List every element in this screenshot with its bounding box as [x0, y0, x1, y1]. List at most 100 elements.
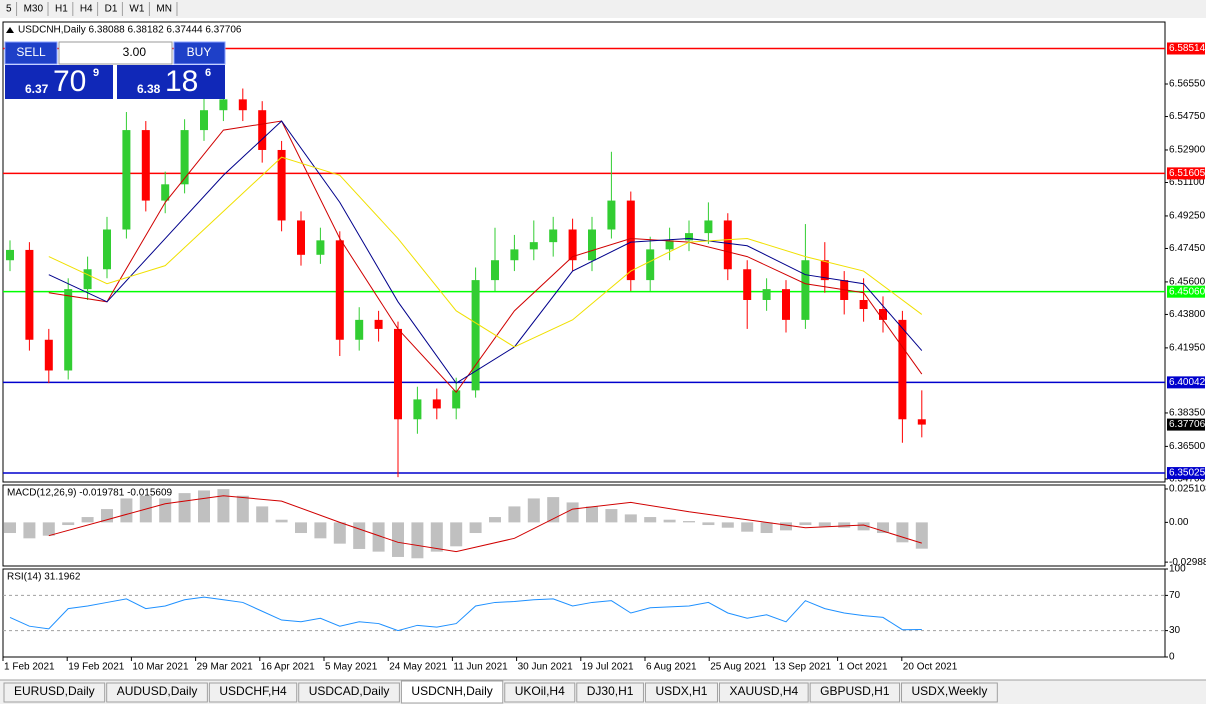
tab[interactable] [3, 682, 106, 703]
candle-body [64, 289, 73, 371]
level-label-box [1167, 42, 1205, 55]
level-label: 6.51605 [1169, 168, 1206, 179]
timeframe-button[interactable]: MN [156, 4, 172, 15]
macd-bar [683, 521, 695, 523]
tab-label[interactable]: EURUSD,Daily [14, 684, 95, 698]
x-tick-label: 19 Jul 2021 [582, 662, 634, 673]
y-tick-label: 6.52900 [1169, 145, 1206, 156]
timeframe-button[interactable]: 5 [6, 4, 12, 15]
tab-label[interactable]: USDX,H1 [655, 684, 707, 698]
candle-body [510, 249, 519, 261]
macd-bar [23, 522, 36, 539]
timeframe-button[interactable]: D1 [105, 4, 118, 15]
candle-body [452, 390, 461, 409]
candle-body [297, 220, 305, 255]
macd-bar [198, 490, 210, 523]
macd-bar [314, 522, 327, 539]
macd-bar [857, 522, 870, 531]
candle-body [626, 200, 635, 281]
y-tick-label: -0.02988 [1169, 557, 1206, 568]
candle-body [238, 99, 247, 111]
x-tick-label: 24 May 2021 [389, 662, 447, 673]
macd-bar [489, 517, 501, 523]
bid-box[interactable] [5, 65, 113, 99]
candle-body [413, 399, 422, 420]
tab[interactable] [644, 682, 718, 703]
timeframe-button[interactable]: W1 [129, 4, 144, 15]
y-tick-label: 6.38350 [1169, 408, 1206, 419]
y-tick-label: 6.34700 [1169, 474, 1206, 485]
tab-label[interactable]: UKOil,H4 [515, 684, 565, 698]
macd-signal [48, 495, 922, 553]
macd-bar [430, 522, 443, 552]
x-tick-label: 19 Feb 2021 [68, 662, 125, 673]
tab[interactable] [504, 682, 576, 703]
title-arrow [6, 27, 14, 33]
macd-bar [818, 522, 831, 527]
candle-body [374, 319, 383, 329]
sell-button[interactable] [4, 41, 58, 65]
tab[interactable] [718, 682, 809, 703]
tab[interactable] [106, 682, 208, 703]
macd-bar [411, 522, 424, 559]
macd-bar [508, 506, 521, 523]
x-tick-label: 29 Mar 2021 [197, 662, 254, 673]
y-tick-label: 0.025108 [1169, 484, 1206, 495]
level-label: 6.40042 [1169, 377, 1206, 388]
candle-body [355, 319, 364, 340]
candle-body [549, 229, 558, 243]
x-tick-label: 20 Oct 2021 [903, 662, 958, 673]
moving-average [48, 120, 923, 393]
ask-big: 6.38 [137, 82, 161, 96]
buy-button[interactable] [173, 41, 226, 65]
y-tick-label: 6.47450 [1169, 243, 1206, 254]
macd-bar [586, 506, 598, 523]
candle-body [219, 99, 228, 111]
tab-label[interactable]: USDCHF,H4 [219, 684, 287, 698]
tab[interactable] [208, 682, 298, 703]
macd-bar [353, 522, 366, 549]
macd-bar [81, 517, 94, 523]
sell-label[interactable]: SELL [16, 45, 46, 59]
tab-label[interactable]: DJ30,H1 [587, 684, 634, 698]
ask-box[interactable] [117, 65, 225, 99]
candle-body [277, 149, 286, 221]
tab-label[interactable]: USDX,Weekly [912, 684, 988, 698]
y-tick-label: 6.54750 [1169, 111, 1206, 122]
x-tick-label: 1 Feb 2021 [4, 662, 55, 673]
tab-label[interactable]: AUDUSD,Daily [117, 684, 198, 698]
tab-label[interactable]: USDCAD,Daily [309, 684, 390, 698]
macd-bar [721, 522, 734, 528]
volume-field[interactable] [58, 41, 173, 65]
candle-body [335, 240, 344, 340]
macd-bar [896, 522, 909, 543]
timeframe-button[interactable]: M30 [24, 4, 44, 15]
candle-body [103, 229, 111, 270]
tab[interactable] [576, 682, 644, 703]
x-tick-label: 13 Sep 2021 [774, 662, 831, 673]
tab-label[interactable]: GBPUSD,H1 [820, 684, 890, 698]
macd-bar [663, 519, 676, 523]
volume-value[interactable]: 3.00 [123, 45, 147, 59]
candle-body [200, 110, 208, 131]
candle-body [141, 130, 150, 201]
macd-bar [120, 498, 133, 523]
y-tick-label: 30 [1169, 625, 1181, 636]
candle-body [859, 299, 868, 310]
timeframe-button[interactable]: H4 [80, 4, 93, 15]
candle-body [743, 269, 752, 300]
candle-body [588, 229, 596, 261]
tab[interactable] [901, 682, 998, 703]
timeframe-button[interactable]: H1 [55, 4, 68, 15]
macd-bar [295, 522, 307, 534]
tab[interactable] [298, 682, 400, 703]
tab-label[interactable]: XAUUSD,H4 [729, 684, 798, 698]
buy-label[interactable]: BUY [187, 45, 212, 59]
macd-bar [159, 498, 172, 523]
tab-label[interactable]: USDCNH,Daily [411, 684, 492, 698]
tab[interactable] [400, 680, 504, 704]
tab[interactable] [809, 682, 901, 703]
candle-body [316, 240, 325, 255]
macd-bar [605, 509, 618, 523]
